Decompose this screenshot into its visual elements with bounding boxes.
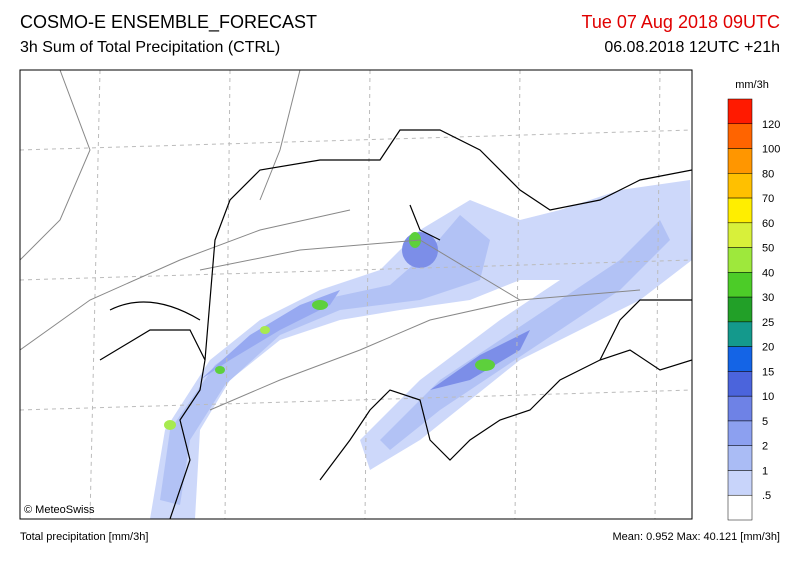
colorbar-label: 10 [762,391,774,403]
colorbar-label: 25 [762,317,774,329]
colorbar-swatch [727,197,753,224]
copyright: © MeteoSwiss [24,504,95,516]
footer-left: Total precipitation [mm/3h] [20,531,148,543]
map: © MeteoSwiss [19,69,693,520]
colorbar-swatch [727,222,753,248]
colorbar-swatch [727,470,753,496]
colorbar-swatch [727,148,753,174]
colorbar-label: 15 [762,366,774,378]
title: COSMO-E ENSEMBLE_FORECAST [20,12,317,33]
colorbar-label: 60 [762,218,774,230]
valid-time: Tue 07 Aug 2018 09UTC [582,12,780,32]
colorbar-swatch [727,346,753,372]
colorbar-swatch [727,420,753,446]
colorbar-label: 2 [762,441,768,453]
colorbar-label: 30 [762,292,774,304]
colorbar: 120 100 80 70 60 50 40 30 25 20 15 10 5 2 1 .5 [727,98,780,521]
colorbar-label: 100 [762,144,780,156]
colorbar-label: .5 [762,490,771,502]
colorbar-swatch [727,296,753,323]
colorbar-label: 120 [762,119,780,131]
legend-unit: mm/3h [735,79,769,91]
borders [20,70,641,411]
colorbar-swatch [727,247,753,273]
colorbar-label: 40 [762,267,774,279]
grid-lines [20,70,692,519]
colorbar-swatch [727,98,753,125]
colorbar-label: 5 [762,416,768,428]
colorbar-label: 50 [762,243,774,255]
colorbar-swatch [727,123,753,149]
colorbar-label: 20 [762,342,774,354]
colorbar-swatch [727,494,753,521]
country-borders [99,129,692,519]
subtitle: 3h Sum of Total Precipitation (CTRL) [20,39,280,56]
precipitation [150,180,692,519]
run-time: 06.08.2018 12UTC +21h [604,39,780,56]
colorbar-label: 1 [762,465,768,477]
colorbar-swatch [727,321,753,347]
colorbar-label: 80 [762,168,774,180]
colorbar-label: 70 [762,193,774,205]
map-frame [19,69,693,520]
colorbar-swatch [727,445,753,471]
footer-right: Mean: 0.952 Max: 40.121 [mm/3h] [612,531,780,543]
colorbar-swatch [727,173,753,199]
colorbar-swatch [727,395,753,422]
colorbar-swatch [727,272,753,298]
colorbar-swatch [727,371,753,397]
